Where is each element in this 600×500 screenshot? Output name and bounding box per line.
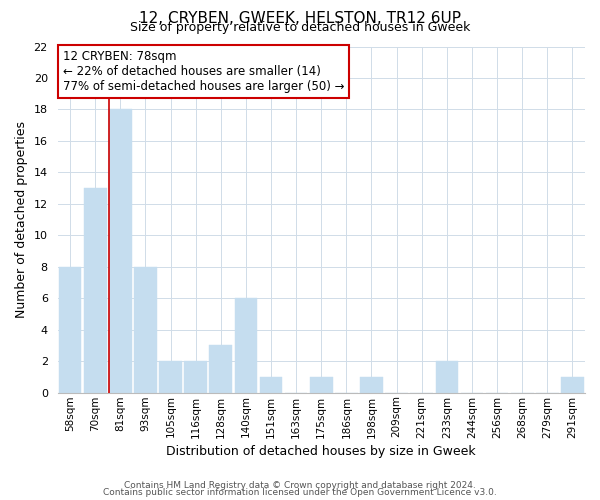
Bar — [184, 361, 207, 392]
Bar — [310, 377, 332, 392]
X-axis label: Distribution of detached houses by size in Gweek: Distribution of detached houses by size … — [166, 444, 476, 458]
Bar — [561, 377, 584, 392]
Bar — [360, 377, 383, 392]
Bar — [436, 361, 458, 392]
Bar — [159, 361, 182, 392]
Bar — [134, 267, 157, 392]
Y-axis label: Number of detached properties: Number of detached properties — [15, 121, 28, 318]
Text: 12, CRYBEN, GWEEK, HELSTON, TR12 6UP: 12, CRYBEN, GWEEK, HELSTON, TR12 6UP — [139, 11, 461, 26]
Text: Contains HM Land Registry data © Crown copyright and database right 2024.: Contains HM Land Registry data © Crown c… — [124, 481, 476, 490]
Bar — [260, 377, 283, 392]
Text: Contains public sector information licensed under the Open Government Licence v3: Contains public sector information licen… — [103, 488, 497, 497]
Text: Size of property relative to detached houses in Gweek: Size of property relative to detached ho… — [130, 22, 470, 35]
Bar — [109, 110, 131, 393]
Bar — [84, 188, 107, 392]
Text: 12 CRYBEN: 78sqm
← 22% of detached houses are smaller (14)
77% of semi-detached : 12 CRYBEN: 78sqm ← 22% of detached house… — [63, 50, 344, 93]
Bar — [209, 346, 232, 393]
Bar — [235, 298, 257, 392]
Bar — [59, 267, 82, 392]
